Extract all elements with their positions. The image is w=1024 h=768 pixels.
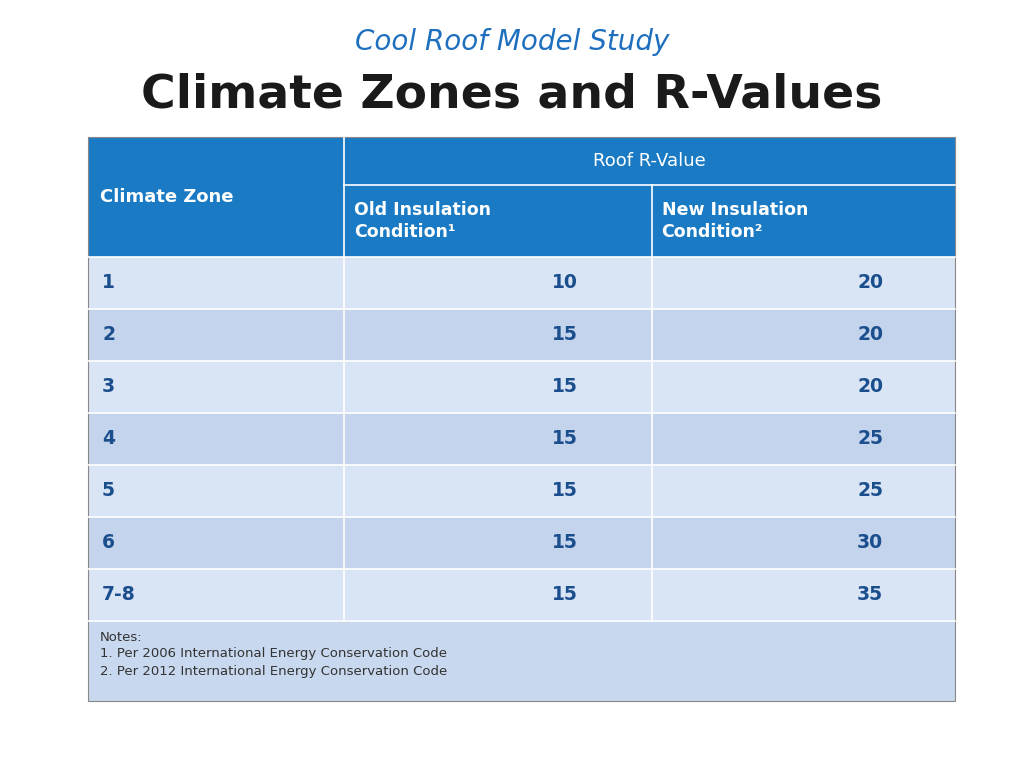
Text: Climate Zones and R-Values: Climate Zones and R-Values [141, 72, 883, 118]
Bar [651, 309, 955, 361]
Text: 25: 25 [857, 482, 883, 501]
Bar [344, 137, 955, 185]
Text: 2. Per 2012 International Energy Conservation Code: 2. Per 2012 International Energy Conserv… [100, 665, 447, 678]
Bar [344, 361, 651, 413]
Bar [88, 137, 344, 257]
Text: 10: 10 [552, 273, 579, 293]
Text: Old Insulation
Condition¹: Old Insulation Condition¹ [353, 201, 490, 241]
Bar [651, 517, 955, 569]
Text: 25: 25 [857, 429, 883, 449]
Bar [88, 413, 344, 465]
Bar [344, 517, 651, 569]
Text: 15: 15 [552, 326, 579, 345]
Bar [344, 257, 651, 309]
Text: Climate Zone: Climate Zone [100, 188, 233, 206]
Bar [344, 185, 651, 257]
Bar [651, 413, 955, 465]
Text: 7-8: 7-8 [102, 585, 136, 604]
Text: 30: 30 [857, 534, 883, 552]
Bar [651, 257, 955, 309]
Text: 4: 4 [102, 429, 115, 449]
Bar [651, 569, 955, 621]
Text: 15: 15 [552, 534, 579, 552]
Text: 15: 15 [552, 429, 579, 449]
Bar [88, 569, 344, 621]
Bar [88, 257, 344, 309]
Text: 20: 20 [857, 326, 883, 345]
Bar [651, 465, 955, 517]
Text: 15: 15 [552, 585, 579, 604]
Bar [344, 309, 651, 361]
Text: 1: 1 [102, 273, 115, 293]
Bar [344, 465, 651, 517]
Bar [651, 185, 955, 257]
Text: 15: 15 [552, 378, 579, 396]
Bar [88, 517, 344, 569]
Bar [651, 361, 955, 413]
Text: 2: 2 [102, 326, 115, 345]
Text: Cool Roof Model Study: Cool Roof Model Study [354, 28, 670, 56]
Text: 15: 15 [552, 482, 579, 501]
Text: Notes:: Notes: [100, 631, 142, 644]
Bar [88, 621, 955, 701]
Text: 1. Per 2006 International Energy Conservation Code: 1. Per 2006 International Energy Conserv… [100, 647, 447, 660]
Bar [88, 137, 955, 701]
Text: 3: 3 [102, 378, 115, 396]
Bar [88, 361, 344, 413]
Text: New Insulation
Condition²: New Insulation Condition² [662, 201, 808, 241]
Bar [344, 413, 651, 465]
Text: Roof R-Value: Roof R-Value [593, 152, 706, 170]
Bar [88, 309, 344, 361]
Text: 5: 5 [102, 482, 115, 501]
Text: 35: 35 [857, 585, 883, 604]
Bar [344, 569, 651, 621]
Bar [88, 465, 344, 517]
Text: 20: 20 [857, 273, 883, 293]
Text: 20: 20 [857, 378, 883, 396]
Text: 6: 6 [102, 534, 115, 552]
